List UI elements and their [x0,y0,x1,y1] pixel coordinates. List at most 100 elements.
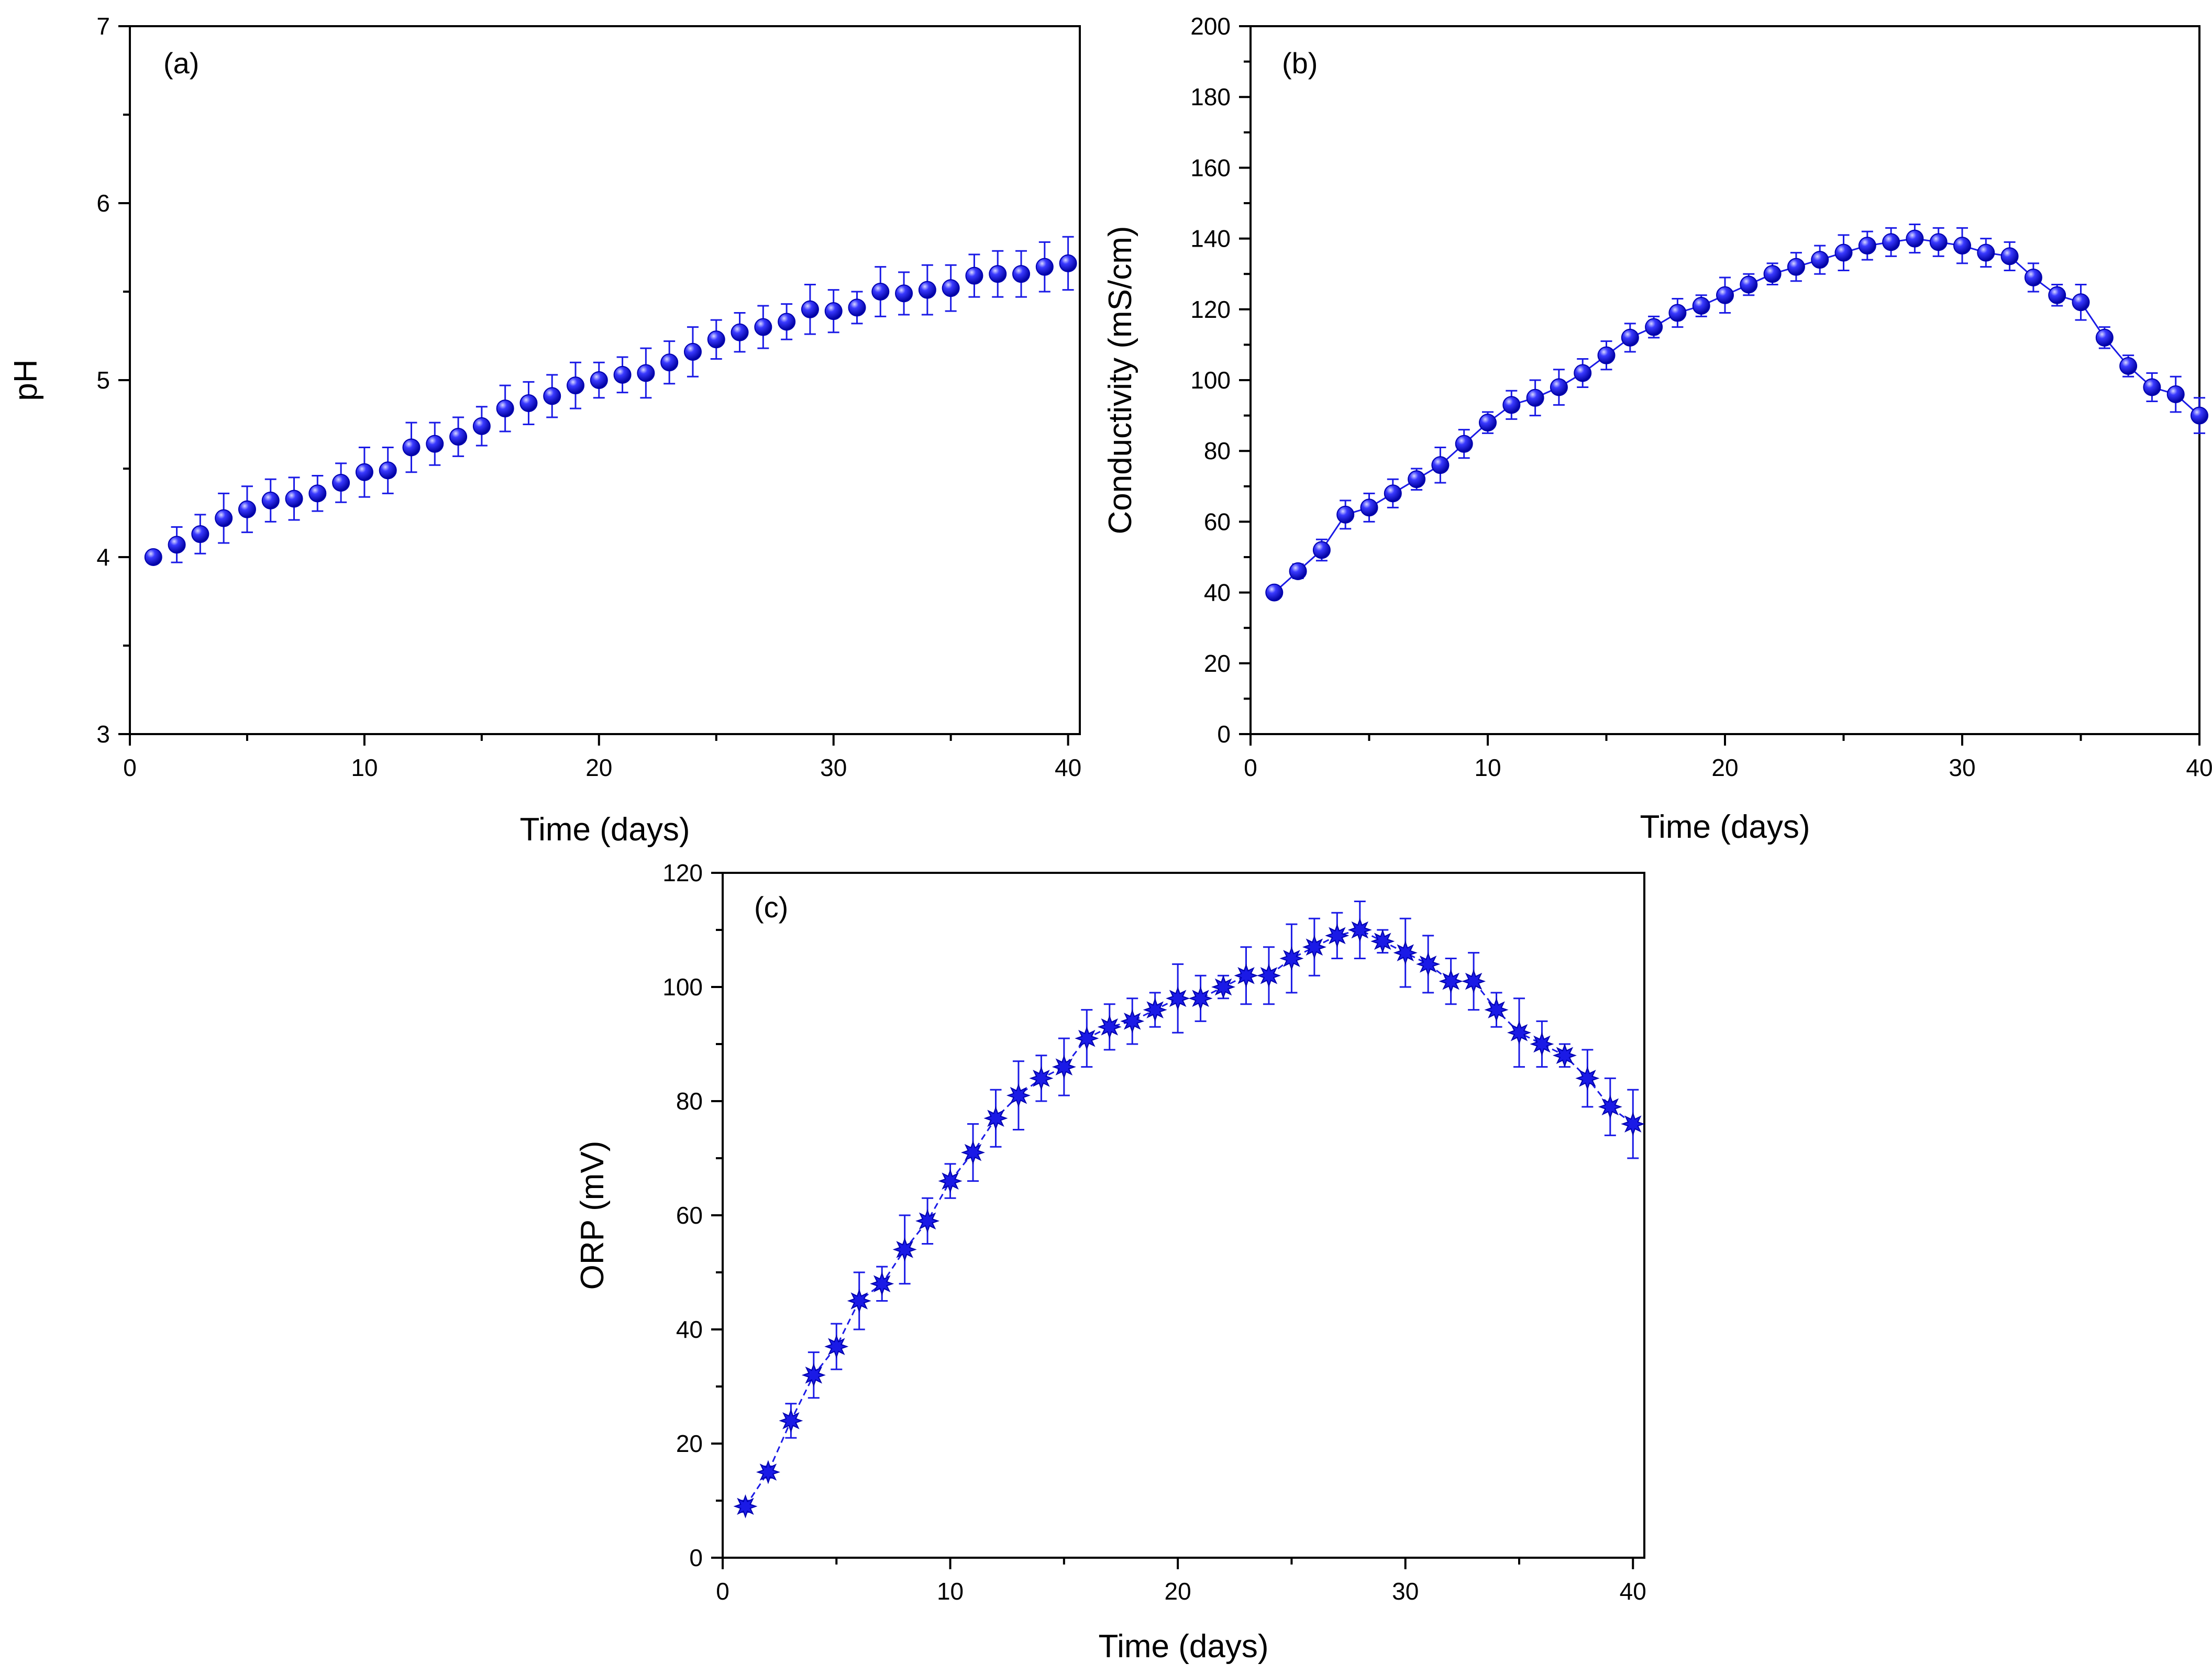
data-point [1977,243,1995,262]
y-tick-label: 20 [676,1430,703,1457]
data-point [778,313,796,331]
chart-panel-c: 0 10 20 30 40 0 20 40 60 80 100 120 (c) Time (days) OR… [574,859,1646,1665]
data-point [961,1140,986,1165]
data-point [1431,456,1450,474]
data-point [1526,389,1544,407]
x-tick-label: 0 [123,754,137,781]
data-point [472,417,491,435]
data-point [215,509,233,527]
data-point [1906,229,1924,248]
data-point [1143,997,1167,1022]
y-tick-label: 120 [1190,296,1231,323]
data-point [1279,946,1304,971]
data-point [1052,1055,1076,1079]
data-point [1393,940,1418,965]
data-point [1692,297,1710,315]
data-point [918,281,936,299]
data-point [2191,406,2208,425]
data-point [1763,265,1782,283]
data-point [332,474,350,492]
y-tick-label: 3 [96,720,110,748]
data-point [1211,975,1236,999]
data-point [731,323,749,341]
data-point [1574,364,1592,382]
data-point [660,353,679,372]
x-tick-label: 20 [1711,754,1738,781]
x-tick-label: 20 [1165,1578,1191,1605]
data-point [2024,268,2042,286]
x-axis-title-a: Time (days) [520,812,690,848]
panel-label-c: (c) [754,891,788,924]
data-point [1120,1009,1145,1034]
data-point [637,364,655,382]
data-point [1552,1043,1577,1068]
data-point [1621,1112,1645,1136]
data-point [1787,258,1805,276]
data-point [2166,385,2185,404]
data-point [683,342,702,361]
y-tick-label: 5 [96,367,110,394]
data-point [1234,963,1258,988]
data-point [613,365,632,384]
y-axis-title-b: Conductivity (mS/cm) [1102,226,1138,534]
chart-panel-a: 0 10 20 30 40 3 4 5 6 7 (a) Time (days) pH [8,13,1081,848]
data-point [1834,243,1853,262]
data-point [2119,357,2138,375]
data-point [848,298,866,317]
data-point [1097,1015,1122,1039]
x-tick-label: 30 [1392,1578,1419,1605]
x-tick-label: 10 [937,1578,964,1605]
plot-frame [722,872,1645,1559]
data-point [1668,304,1687,322]
data-point [1029,1066,1054,1091]
data-point [191,525,209,543]
data-point [2000,247,2019,265]
y-tick-label: 200 [1190,13,1231,40]
data-point [379,461,397,480]
data-point [1716,286,1734,304]
data-point [144,548,162,566]
data-point [1597,346,1616,364]
data-point [707,330,725,349]
data-point [496,400,514,418]
x-tick-label: 0 [716,1578,729,1605]
y-axis-title-a: pH [8,359,44,401]
series-line [1274,238,2200,593]
y-axis-title-c: ORP (mV) [574,1141,611,1290]
data-point [892,1237,917,1262]
data-point [402,438,421,457]
data-point [1325,923,1350,948]
y-tick-label: 60 [1204,508,1231,535]
data-point [1575,1066,1600,1091]
series-line [745,929,1634,1507]
data-point [449,428,468,446]
data-point [168,536,186,554]
data-point [1479,414,1497,432]
panel-label-b: (b) [1282,47,1318,80]
y-tick-label: 7 [96,13,110,40]
data-point [847,1289,871,1313]
data-point [1075,1026,1099,1051]
data-point [871,283,890,301]
data-point [870,1271,894,1296]
data-point [1370,929,1395,953]
data-point [1439,969,1463,994]
data-point [824,302,843,320]
data-point [1006,1083,1031,1108]
data-point [1858,237,1876,255]
x-tick-label: 40 [1055,754,1081,781]
data-point [989,265,1007,283]
y-tick-label: 100 [662,973,703,1001]
y-tick-label: 100 [1190,367,1231,394]
x-tick-label: 30 [820,754,847,781]
data-point [1384,484,1402,503]
data-point [754,318,772,336]
y-tick-label: 140 [1190,225,1231,252]
data-point [1035,258,1054,276]
data-point [543,387,561,405]
chart-panel-b: 0 10 20 30 40 0 20 40 60 80 100 120 140 160 180 200 (b) T… [1102,13,2212,845]
x-tick-label: 10 [1474,754,1501,781]
data-point [1360,498,1378,517]
data-point [2072,293,2090,312]
panel-label-a: (a) [163,47,199,80]
